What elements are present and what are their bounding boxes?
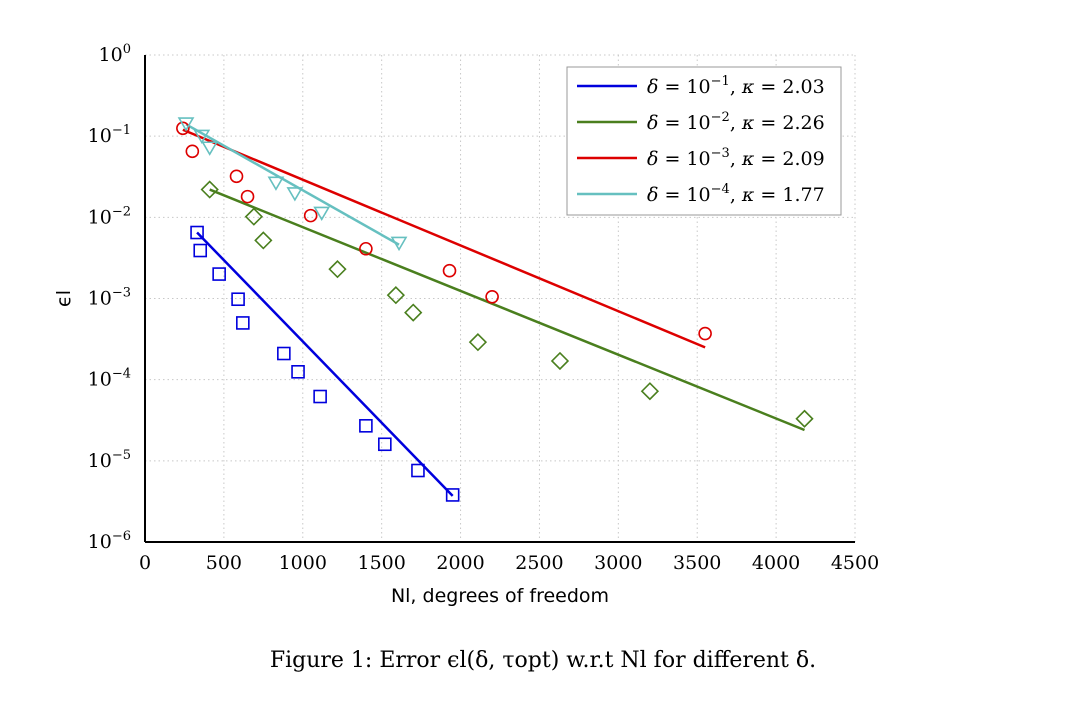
data-point-series-2 [254,231,273,250]
data-point-series-2 [404,303,423,322]
data-point-series-3 [485,289,499,304]
data-point-series-2 [244,207,263,226]
x-axis-label: Nl, degrees of freedom [391,585,609,607]
y-tick-label: 10−6 [88,529,131,553]
data-point-series-2 [550,351,570,371]
x-tick-label: 1500 [357,552,405,574]
data-point-series-2 [200,180,219,199]
data-point-series-4 [201,141,219,156]
x-tick-label: 0 [139,552,151,574]
fit-line-series-3 [182,128,706,349]
data-point-series-2 [328,260,347,279]
data-point-series-3 [442,263,457,278]
figure-caption: Figure 1: Error ϵl(δ, τopt) w.r.t Nl for… [269,648,817,673]
fit-lines [182,123,805,497]
data-markers [176,117,814,502]
data-point-series-1 [236,316,250,330]
data-point-series-3 [185,144,200,159]
x-tick-label: 2000 [436,552,484,574]
y-tick-label: 10−2 [88,204,131,228]
data-point-series-3 [240,189,255,204]
x-tick-labels: 0 500 1000 1500 2000 2500 3000 3500 4000 4500 [139,552,879,574]
legend-label-series-4: δ = 10−4, κ = 1.77 [647,182,825,206]
data-point-series-4 [286,187,304,202]
y-tick-labels: 100 10−1 10−2 10−3 10−4 10−5 10−6 [88,42,131,553]
y-axis-label: ϵl [53,290,75,307]
legend-label-series-3: δ = 10−3, κ = 2.09 [647,146,825,170]
data-point-series-1 [445,488,460,502]
data-point-series-2 [640,382,660,401]
data-point-series-3 [303,208,318,223]
data-point-series-1 [378,437,392,452]
legend-label-series-2: δ = 10−2, κ = 2.26 [647,110,825,134]
y-tick-label: 100 [99,42,131,66]
data-point-series-1 [359,419,373,433]
data-point-series-1 [212,267,226,281]
data-point-series-2 [795,409,814,428]
x-tick-label: 1000 [279,552,327,574]
y-tick-label: 10−5 [88,448,131,472]
x-tick-label: 500 [206,552,242,574]
legend: δ = 10−1, κ = 2.03 δ = 10−2, κ = 2.26 δ = … [566,66,842,216]
fit-line-series-4 [185,123,400,246]
data-point-series-3 [698,326,712,341]
data-point-series-2 [468,333,488,352]
data-point-series-4 [267,176,285,191]
data-point-series-1 [231,292,245,307]
data-point-series-4 [390,236,408,252]
data-point-series-1 [411,463,425,478]
y-tick-label: 10−1 [88,123,131,147]
axes [144,55,855,543]
data-point-series-1 [193,243,208,258]
fit-line-series-1 [196,231,454,497]
data-point-series-1 [190,225,204,240]
fit-line-series-2 [209,188,805,432]
x-tick-label: 3000 [594,552,642,574]
data-point-series-1 [277,346,291,361]
legend-label-series-1: δ = 10−1, κ = 2.03 [647,74,825,98]
data-point-series-3 [359,241,373,256]
error-chart: 0 500 1000 1500 2000 2500 3000 3500 4000 4500 100… [53,42,879,607]
data-point-series-4 [313,206,331,221]
data-point-series-2 [386,286,405,305]
legend-box [566,66,842,216]
data-point-series-3 [176,121,190,136]
y-tick-label: 10−3 [88,286,131,310]
data-point-series-4 [177,117,195,132]
data-point-series-3 [229,169,244,184]
x-tick-label: 2500 [515,552,563,574]
data-point-series-4 [193,129,211,145]
y-tick-label: 10−4 [88,367,131,391]
data-point-series-1 [313,389,327,404]
x-tick-label: 4000 [752,552,800,574]
x-tick-label: 3500 [673,552,721,574]
data-point-series-1 [291,365,305,379]
x-tick-label: 4500 [831,552,879,574]
